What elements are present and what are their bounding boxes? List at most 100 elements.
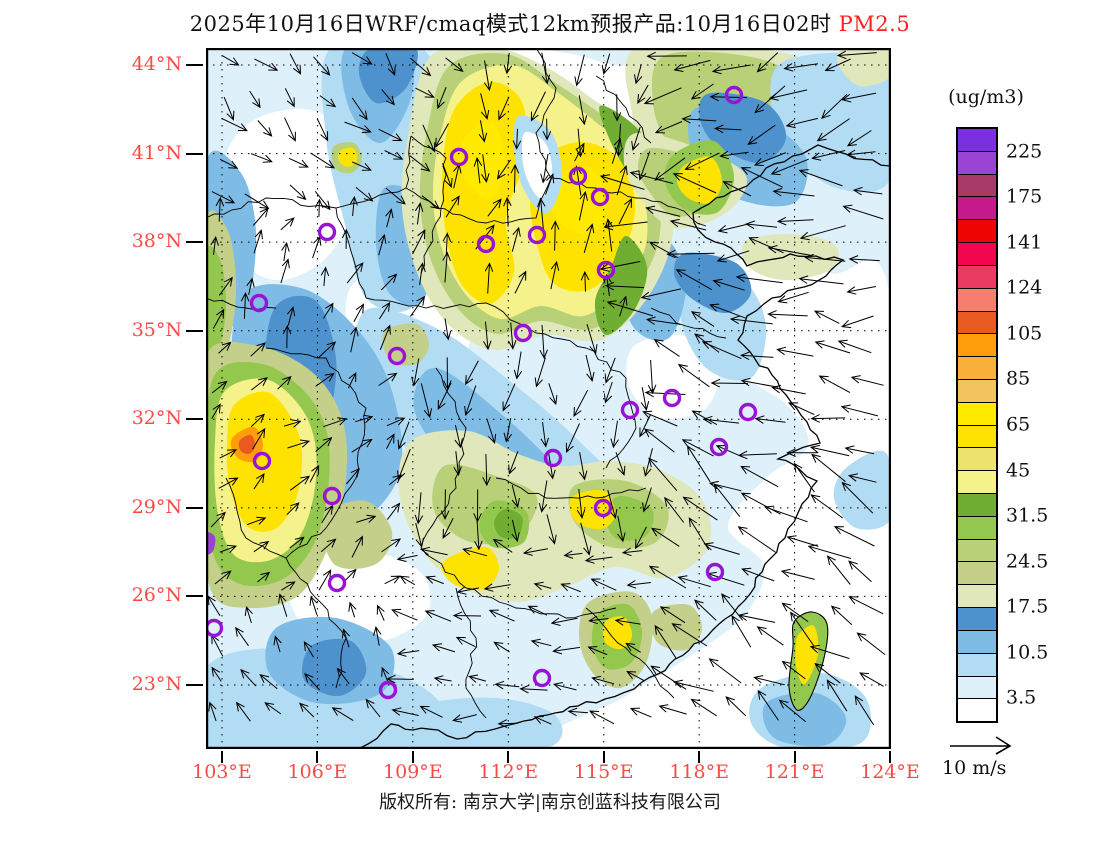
wind-vector-icon	[486, 418, 497, 445]
axis-tick	[186, 418, 203, 421]
wind-vector-icon	[452, 611, 482, 620]
wind-vector-icon	[583, 223, 595, 254]
wind-vector-icon	[320, 266, 330, 287]
wind-vector-icon	[452, 714, 477, 723]
wind-vector-icon	[417, 262, 426, 286]
wind-vector-icon	[235, 626, 249, 647]
wind-vector-icon	[522, 547, 548, 556]
wind-vector-icon	[651, 527, 680, 547]
wind-vector-icon	[677, 363, 710, 388]
wind-vector-icon	[586, 324, 598, 355]
wind-vector-icon	[502, 383, 516, 412]
colorbar-segment	[958, 196, 996, 220]
wind-vector-icon	[533, 581, 552, 591]
wind-vector-icon	[694, 599, 717, 621]
city-marker	[568, 166, 588, 186]
wind-vector-icon	[465, 360, 479, 386]
wind-vector-icon	[629, 707, 652, 718]
wind-vector-icon	[783, 63, 818, 72]
wind-vector-icon	[386, 674, 414, 684]
city-marker	[513, 323, 533, 343]
wind-vector-icon	[351, 52, 373, 65]
city-marker	[527, 225, 547, 245]
colorbar-segment	[958, 219, 996, 243]
city-markers-layer	[206, 85, 758, 700]
wind-vector-icon	[331, 707, 354, 722]
colorbar-unit-label: (ug/m3)	[948, 86, 1024, 108]
wind-vector-icon	[435, 123, 449, 148]
wind-vector-icon	[753, 675, 785, 686]
wind-vector-icon	[385, 208, 394, 228]
wind-vector-icon	[859, 672, 884, 687]
colorbar-segment	[958, 264, 996, 288]
axis-tick	[793, 751, 796, 763]
wind-vector-icon	[721, 593, 744, 621]
wind-vector-icon	[412, 229, 426, 255]
wind-vector-icon	[211, 380, 228, 394]
wind-vector-icon	[587, 646, 608, 656]
wind-vector-icon	[691, 410, 718, 426]
city-marker	[322, 486, 342, 506]
wind-vector-icon	[280, 217, 295, 231]
wind-vector-icon	[513, 351, 523, 380]
wind-vector-icon	[711, 64, 751, 75]
wind-vector-icon	[840, 404, 879, 417]
wind-vector-icon	[640, 288, 682, 301]
wind-vector-icon	[257, 571, 271, 583]
axis-tick	[186, 329, 203, 332]
wind-vector-icon	[310, 152, 335, 169]
wind-vector-icon	[550, 220, 560, 251]
wind-vector-icon	[219, 449, 238, 459]
copyright-text: 版权所有: 南京大学|南京创蓝科技有限公司	[379, 792, 721, 813]
wind-vector-icon	[464, 385, 477, 417]
wind-vector-icon	[645, 205, 681, 217]
wind-vector-icon	[378, 128, 403, 142]
wind-vector-icon	[289, 184, 307, 201]
wind-vector-icon	[735, 273, 783, 284]
wind-vector-icon	[503, 418, 513, 443]
wind-vector-icon	[714, 124, 742, 134]
wind-vector-icon	[468, 674, 487, 683]
wind-vector-icon	[210, 511, 226, 528]
wind-vector-icon	[836, 50, 877, 60]
wind-vector-icon	[351, 535, 363, 558]
wind-vector-icon	[223, 97, 235, 121]
wind-vector-icon	[211, 403, 221, 420]
wind-vector-icon	[283, 419, 302, 428]
wind-vector-icon	[218, 477, 239, 489]
wind-vector-icon	[323, 417, 348, 428]
wind-vector-icon	[745, 220, 778, 230]
wind-vector-icon	[629, 170, 674, 184]
colorbar-tick-label: 175	[1006, 185, 1043, 208]
wind-vector-icon	[537, 197, 546, 230]
wind-vector-icon	[615, 452, 626, 476]
wind-vector-icon	[719, 150, 749, 160]
wind-vector-icon	[346, 262, 364, 284]
wind-vector-icon	[346, 467, 360, 485]
wind-vector-icon	[848, 255, 880, 264]
wind-vector-icon	[610, 420, 619, 449]
wind-vector-icon	[540, 154, 549, 184]
wind-vector-icon	[607, 489, 618, 520]
wind-vector-icon	[826, 555, 851, 585]
wind-vector-icon	[355, 187, 374, 202]
wind-vector-icon	[289, 536, 305, 549]
wind-vector-icon	[420, 546, 448, 556]
wind-vector-icon	[385, 53, 396, 76]
wind-vector-icon	[218, 276, 233, 296]
wind-vector-icon	[650, 665, 687, 690]
wind-vector-icon	[321, 504, 334, 524]
wind-vector-icon	[731, 614, 752, 648]
wind-vector-icon	[530, 638, 552, 647]
city-marker	[532, 668, 552, 688]
wind-vector-icon	[280, 258, 290, 284]
wind-vector-icon	[756, 626, 784, 646]
wind-vector-icon	[303, 640, 314, 658]
wind-vector-icon	[810, 494, 843, 519]
wind-vector-icon	[313, 56, 331, 76]
wind-vector-icon	[247, 516, 267, 526]
lat-tick-label: 35°N	[131, 318, 182, 341]
wind-vector-icon	[781, 660, 806, 680]
wind-vector-icon	[437, 382, 452, 411]
wind-vector-icon	[286, 502, 300, 516]
